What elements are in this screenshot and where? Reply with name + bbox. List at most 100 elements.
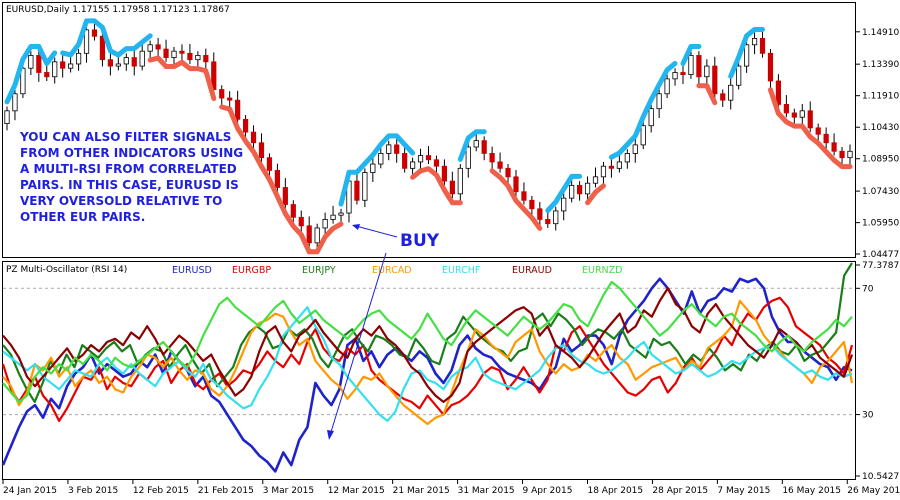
annotation-line: OTHER EUR PAIRS. [20, 210, 145, 224]
candle-body [115, 63, 121, 67]
uptrend-line [457, 129, 487, 162]
series-line-eurusd [1, 277, 853, 473]
annotation-line: FROM OTHER INDICATORS USING [20, 146, 243, 160]
candle-body [457, 167, 463, 195]
candle-body [569, 184, 575, 199]
candle-body [322, 219, 328, 229]
candle-body [298, 216, 304, 227]
candle-body [235, 99, 241, 120]
candle-body [497, 161, 503, 169]
candle-body [672, 72, 678, 80]
candle-body [473, 140, 479, 148]
candle-body [378, 153, 384, 165]
time-tick-label: 26 May 2015 [847, 486, 900, 496]
candle-body [815, 127, 821, 135]
candle-body [584, 182, 591, 195]
candle-body [314, 227, 320, 244]
price-pane-frame [2, 2, 856, 258]
candle-body [505, 167, 511, 178]
osc-tick-label: 77.3787 [862, 261, 899, 271]
uptrend-line [4, 44, 58, 105]
candle-body [656, 93, 662, 110]
time-tick-label: 16 May 2015 [782, 486, 841, 496]
candle-body [616, 161, 622, 169]
candle-body [799, 110, 805, 118]
annotation-line: A MULTI-RSI FROM CORRELATED [20, 162, 237, 176]
candle-body [600, 165, 607, 178]
downtrend-line [585, 183, 606, 206]
series-line-eurcad [2, 299, 854, 426]
time-tick-label: 28 Apr 2015 [652, 486, 708, 496]
candle-body [60, 61, 66, 69]
candle-body [52, 61, 58, 78]
candle-body [767, 52, 774, 82]
downtrend-line [219, 104, 312, 255]
candle-body [338, 212, 344, 216]
candle-body [728, 84, 734, 101]
candle-body [513, 176, 519, 193]
level-lines [3, 287, 855, 416]
oscillator-axis: 77.3787 70 30 10.5427 [856, 261, 899, 482]
candle-body [624, 153, 630, 163]
legend-item-eurchf: EURCHF [442, 265, 480, 276]
price-pane: EURUSD,Daily 1.17155 1.17958 1.17123 1.1… [2, 2, 899, 260]
candle-body [219, 89, 225, 99]
candle-body [242, 118, 249, 133]
oscillator-series [1, 262, 854, 473]
candle-body [195, 55, 201, 61]
candle-body [354, 180, 360, 201]
candle-body [330, 214, 336, 220]
legend-item-eurgbp: EURGBP [232, 265, 271, 276]
candle-body [433, 159, 440, 167]
candle-body [36, 55, 42, 73]
downtrend-line [410, 166, 463, 206]
candle-body [744, 44, 750, 67]
candle-body [179, 50, 185, 54]
candle-body [608, 165, 615, 169]
candle-body [632, 144, 638, 154]
time-tick-label: 12 Mar 2015 [328, 486, 385, 496]
candle-body [481, 140, 487, 154]
annotation-line: VERY OVERSOLD RELATIVE TO [20, 194, 222, 208]
candle-body [577, 184, 583, 195]
time-tick-label: 18 Apr 2015 [587, 486, 643, 496]
candle-body [759, 37, 766, 54]
candle-body [306, 225, 312, 244]
annotation-text: YOU CAN ALSO FILTER SIGNALS FROM OTHER IN… [19, 130, 243, 224]
price-title: EURUSD,Daily 1.17155 1.17958 1.17123 1.1… [6, 5, 230, 15]
series-line-eurchf [2, 306, 853, 422]
candle-body [123, 57, 129, 65]
candle-body [791, 112, 797, 118]
time-tick-label: 9 Apr 2015 [523, 486, 573, 496]
candle-body [489, 153, 495, 163]
candle-body [139, 50, 145, 67]
candle-body [402, 153, 408, 169]
time-tick-label: 12 Feb 2015 [133, 486, 189, 496]
candle-body [227, 97, 233, 101]
candle-body [417, 155, 424, 163]
candle-body [823, 133, 829, 144]
candle-body [409, 161, 416, 169]
candle-body [131, 57, 137, 67]
candle-body [258, 142, 265, 159]
candle-body [155, 44, 161, 50]
osc-tick-label: 70 [862, 284, 874, 294]
price-tick-label: 1.04477 [862, 250, 899, 260]
candle-body [712, 65, 718, 95]
candle-body [44, 72, 50, 78]
price-tick-label: 1.05950 [862, 219, 899, 229]
candle-body [99, 35, 106, 61]
uptrend-line [338, 152, 376, 207]
candle-body [370, 163, 376, 173]
time-tick-label: 24 Jan 2015 [3, 486, 57, 496]
candle-body [664, 78, 670, 95]
downtrend-line [147, 55, 217, 101]
candle-body [75, 52, 82, 65]
downtrend-line [306, 221, 344, 255]
time-tick-label: 21 Feb 2015 [198, 486, 254, 496]
candle-body [807, 110, 813, 129]
candle-body [839, 150, 845, 159]
legend-item-eurcad: EURCAD [372, 265, 412, 276]
price-axis: 1.14910 1.13390 1.11910 1.10430 1.08950 1.074… [856, 28, 899, 260]
